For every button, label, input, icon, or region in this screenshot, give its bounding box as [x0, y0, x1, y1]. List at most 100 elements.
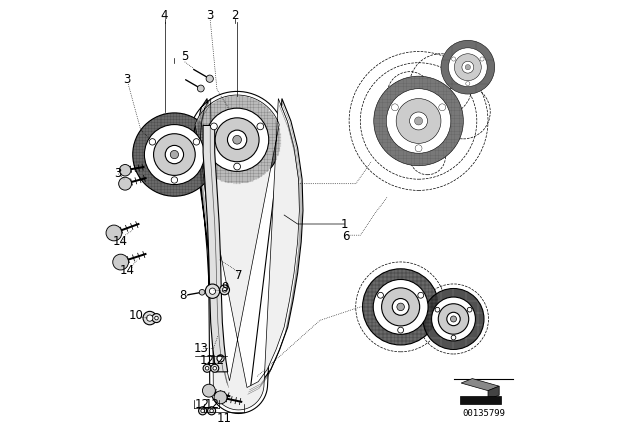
Circle shape [198, 407, 207, 415]
Polygon shape [461, 379, 499, 391]
Text: 7: 7 [235, 269, 242, 282]
Circle shape [415, 145, 422, 152]
Circle shape [120, 164, 131, 176]
Circle shape [467, 307, 472, 312]
Text: 12: 12 [195, 397, 210, 411]
Text: 9: 9 [221, 281, 228, 294]
Circle shape [387, 89, 451, 153]
Polygon shape [191, 91, 303, 414]
Circle shape [149, 138, 156, 145]
Polygon shape [203, 125, 228, 372]
Circle shape [397, 327, 404, 333]
Circle shape [217, 355, 224, 362]
Text: 13: 13 [194, 342, 209, 355]
Circle shape [215, 118, 259, 162]
Circle shape [199, 289, 205, 295]
Circle shape [170, 151, 179, 159]
Text: 14: 14 [113, 234, 128, 248]
Circle shape [145, 125, 204, 185]
Circle shape [118, 177, 132, 190]
Circle shape [423, 289, 484, 349]
Circle shape [462, 61, 474, 73]
Circle shape [451, 316, 456, 322]
Circle shape [234, 163, 241, 170]
Circle shape [143, 311, 157, 325]
Circle shape [203, 364, 211, 372]
Circle shape [227, 130, 247, 150]
Circle shape [373, 280, 428, 334]
Circle shape [106, 225, 122, 241]
Text: 12: 12 [200, 354, 214, 367]
Circle shape [152, 314, 161, 323]
Circle shape [381, 288, 420, 326]
Circle shape [392, 104, 398, 111]
Circle shape [211, 123, 218, 130]
Text: 6: 6 [342, 230, 349, 243]
Circle shape [415, 117, 422, 125]
Text: 12: 12 [209, 354, 225, 367]
Circle shape [207, 407, 216, 415]
Text: 8: 8 [180, 289, 187, 302]
Text: 14: 14 [120, 263, 135, 277]
Circle shape [418, 293, 424, 298]
Circle shape [439, 104, 445, 111]
Circle shape [374, 76, 463, 166]
Circle shape [452, 57, 456, 61]
Text: 3: 3 [114, 167, 121, 181]
Polygon shape [195, 95, 300, 410]
Text: 00135799: 00135799 [462, 409, 505, 418]
Circle shape [447, 312, 460, 326]
Text: 11: 11 [216, 412, 231, 426]
Circle shape [392, 298, 409, 315]
Circle shape [132, 113, 216, 196]
Circle shape [465, 65, 470, 70]
Circle shape [451, 335, 456, 340]
Circle shape [441, 40, 495, 94]
Circle shape [197, 85, 204, 92]
Text: 12: 12 [205, 397, 220, 411]
Circle shape [154, 134, 195, 176]
Text: 5: 5 [181, 49, 188, 63]
Circle shape [438, 304, 468, 334]
Circle shape [431, 297, 476, 341]
Text: 2: 2 [231, 9, 239, 22]
Circle shape [378, 293, 383, 298]
Circle shape [165, 146, 184, 164]
Circle shape [171, 177, 178, 183]
Text: 3: 3 [123, 73, 130, 86]
Circle shape [202, 384, 215, 397]
Circle shape [206, 75, 213, 82]
Circle shape [211, 364, 219, 372]
Circle shape [410, 112, 428, 130]
Polygon shape [460, 396, 500, 404]
Circle shape [113, 254, 129, 270]
Circle shape [396, 99, 441, 143]
Circle shape [454, 54, 481, 81]
Circle shape [205, 108, 269, 172]
Circle shape [205, 284, 220, 298]
Text: 1: 1 [341, 217, 348, 231]
Circle shape [210, 409, 213, 413]
Circle shape [147, 315, 153, 321]
Text: 4: 4 [161, 9, 168, 22]
Circle shape [214, 391, 227, 404]
Circle shape [257, 123, 264, 130]
Circle shape [466, 82, 470, 86]
Circle shape [233, 135, 241, 144]
Circle shape [222, 288, 227, 292]
Circle shape [155, 316, 158, 320]
Circle shape [449, 48, 487, 86]
Circle shape [362, 269, 439, 345]
Circle shape [193, 138, 200, 145]
Circle shape [435, 307, 440, 312]
Circle shape [220, 285, 230, 295]
Circle shape [480, 57, 484, 61]
Text: 10: 10 [129, 309, 144, 323]
Text: 3: 3 [207, 9, 214, 22]
Circle shape [209, 288, 216, 294]
Circle shape [193, 96, 281, 184]
Circle shape [397, 303, 404, 310]
Circle shape [205, 366, 209, 370]
Circle shape [213, 366, 216, 370]
Polygon shape [488, 386, 499, 400]
